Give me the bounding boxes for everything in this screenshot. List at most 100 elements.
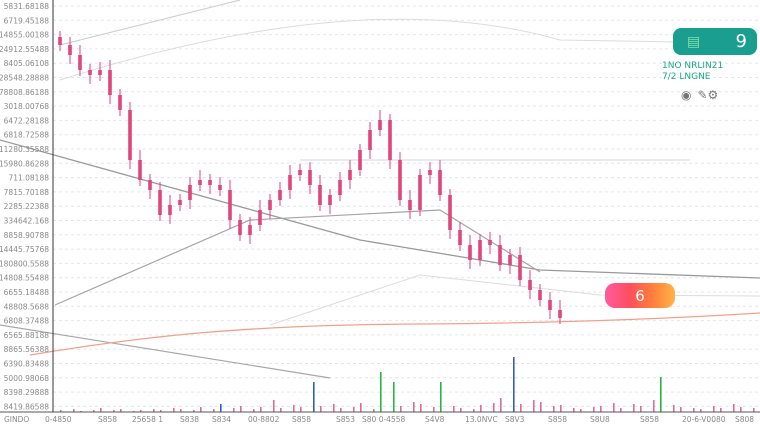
volume-bar (733, 404, 735, 412)
y-axis-labels: 5831.68188 6719.45188 14855.00188 24912.554… (0, 2, 49, 411)
candle (178, 194, 182, 211)
candle (168, 195, 172, 224)
candle (68, 37, 72, 64)
volume-bar (740, 407, 742, 412)
candle-body (368, 130, 372, 150)
y-tick-label: 6472.28188 (4, 116, 50, 125)
y-tick-label: 334642.168 (4, 217, 50, 226)
volume-bar (480, 405, 482, 412)
candle (478, 234, 482, 266)
y-tick-label: 15980.86288 (0, 159, 49, 168)
candle (228, 180, 232, 229)
candle (288, 165, 292, 199)
candle (418, 169, 422, 216)
volume-bar (193, 410, 195, 412)
volume-bar (380, 372, 382, 412)
y-tick-label: 8398.29888 (4, 388, 50, 397)
volume-bar (713, 406, 715, 412)
x-axis-labels: GINDO 0-4850 S858 25658 1 S838 S834 00-8802 S85… (4, 415, 754, 424)
candle (518, 247, 522, 286)
volume-bar (573, 408, 575, 412)
x-tick-label: S838 (180, 415, 199, 424)
candle-body (218, 185, 222, 190)
x-tick-label: 0-4850 (45, 415, 72, 424)
volume-bar (240, 406, 242, 412)
volume-bar (280, 408, 282, 412)
candle (498, 235, 502, 271)
moving-average-line (29, 312, 760, 356)
candle-body (238, 220, 242, 235)
y-tick-label: 6818.72588 (4, 131, 50, 140)
camera-icon[interactable]: ◉ (681, 88, 692, 102)
y-tick-label: 8405.06108 (4, 59, 50, 68)
candle (378, 110, 382, 136)
candle-body (438, 170, 442, 195)
volume-bar (220, 404, 222, 412)
volume-bar (613, 403, 615, 412)
candle (508, 249, 512, 274)
candle (348, 160, 352, 189)
candle-body (198, 180, 202, 185)
candle-body (328, 195, 332, 205)
candle-body (428, 170, 432, 175)
volume-bar (260, 407, 262, 412)
volume-bar (753, 408, 755, 412)
candle (98, 62, 102, 81)
candle-body (308, 170, 312, 185)
candle (78, 45, 82, 76)
y-tick-label: 24912.55488 (0, 45, 49, 54)
candle-body (138, 160, 142, 180)
candle (538, 284, 542, 306)
volume-bar (213, 409, 215, 412)
y-tick-label: 6390.83488 (4, 360, 50, 369)
volume-bar (153, 409, 155, 412)
y-tick-label: 711.08188 (8, 174, 49, 183)
y-tick-label: 78808.86188 (0, 88, 49, 97)
candle-body (258, 210, 262, 225)
x-tick-label: S4V8 (425, 415, 445, 424)
y-tick-label: 8865.56388 (4, 345, 50, 354)
x-tick-label: S8U8 (590, 415, 610, 424)
y-tick-label: 11280.35588 (0, 145, 49, 154)
candle-body (418, 175, 422, 210)
volume-bar (333, 404, 335, 412)
candle-body (378, 120, 382, 130)
trend-lines (0, 0, 760, 379)
teal-badge[interactable]: ▤ 9 (673, 28, 757, 55)
candle-body (348, 170, 352, 180)
volume-bar (73, 409, 75, 412)
drawing-tools-icon[interactable]: ✎⚙ (697, 88, 719, 102)
candles (58, 31, 562, 324)
x-tick-label: S858 (640, 415, 659, 424)
candle-body (248, 225, 252, 235)
volume-bar (413, 402, 415, 412)
candle-body (538, 290, 542, 300)
candle-body (508, 255, 512, 265)
volume-bar (60, 410, 62, 412)
volume-bar (233, 408, 235, 412)
y-tick-label: 6565.88188 (4, 331, 50, 340)
volume-bar (393, 382, 395, 412)
candle-body (88, 70, 92, 75)
candle (308, 162, 312, 194)
candle-body (168, 205, 172, 215)
volume-bar (400, 406, 402, 412)
y-tick-label: 8858.90788 (4, 231, 50, 240)
volume-bar (540, 402, 542, 412)
grid-lines (53, 5, 760, 407)
candle (218, 177, 222, 196)
price-badge-value: 6 (635, 286, 645, 305)
candle-body (338, 180, 342, 195)
trend-line-faint-lower (269, 274, 760, 326)
candle (528, 270, 532, 299)
x-tick-label: GINDO (4, 415, 29, 424)
volume-bar (640, 406, 642, 412)
volume-bars (60, 357, 755, 412)
volume-bar (373, 409, 375, 412)
x-tick-label: S858 (292, 415, 311, 424)
candle-body (498, 245, 502, 265)
x-tick-label: S853 (336, 415, 355, 424)
volume-bar (673, 405, 675, 412)
volume-bar (440, 382, 442, 412)
candle (258, 200, 262, 231)
